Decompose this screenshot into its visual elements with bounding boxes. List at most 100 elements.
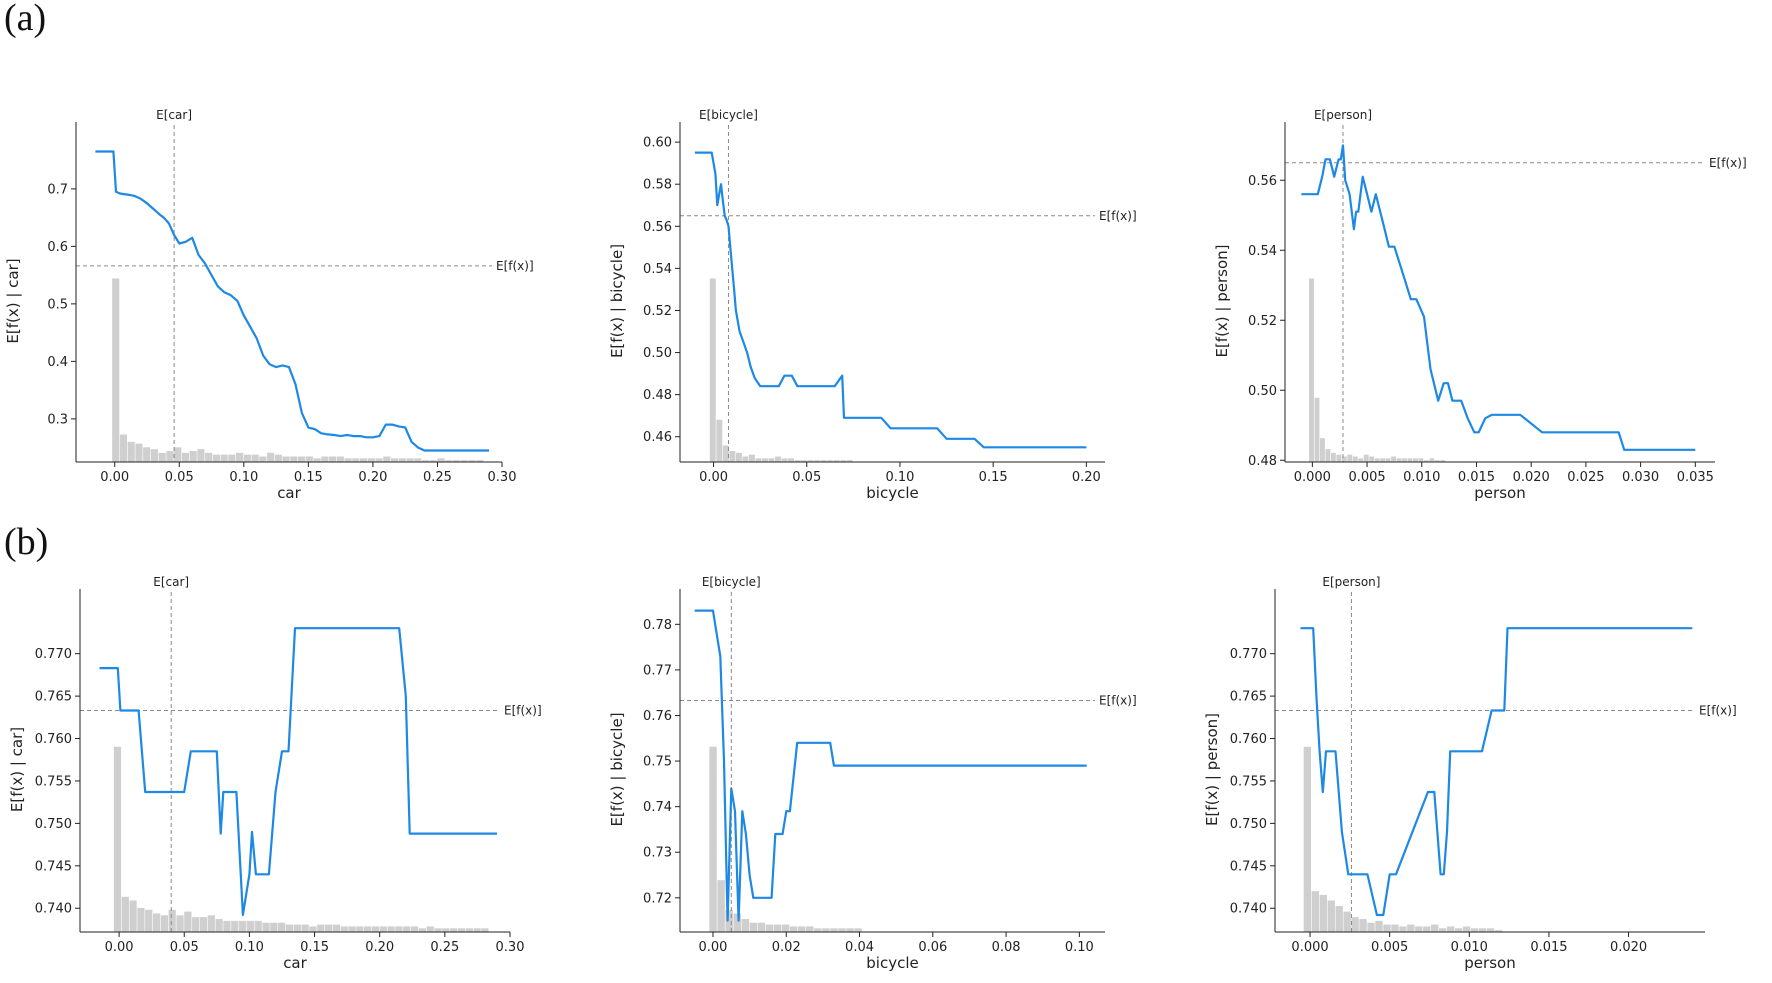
dependence-line bbox=[1300, 627, 1693, 917]
expected-feature-label: E[person] bbox=[1314, 108, 1372, 122]
histogram-bar bbox=[781, 458, 788, 462]
histogram-bar bbox=[1363, 454, 1369, 462]
histogram-bar bbox=[1327, 900, 1335, 932]
histogram-bar bbox=[1418, 458, 1424, 462]
y-tick-label: 0.77 bbox=[643, 663, 672, 678]
y-tick-label: 0.52 bbox=[1248, 314, 1277, 329]
y-axis-label: E[f(x) | bicycle] bbox=[608, 244, 626, 358]
histogram-bar bbox=[445, 460, 453, 462]
dependence-line bbox=[694, 609, 1087, 922]
x-axis-label: bicycle bbox=[866, 954, 918, 972]
histogram-bar bbox=[457, 928, 466, 932]
histogram-bar bbox=[1320, 438, 1325, 462]
histogram-bar bbox=[309, 926, 317, 932]
histogram-bar bbox=[352, 458, 360, 462]
histogram-bar bbox=[1413, 458, 1418, 462]
histogram-bar bbox=[121, 896, 129, 932]
histogram-bar bbox=[1494, 930, 1503, 932]
x-tick-label: 0.06 bbox=[918, 940, 947, 955]
expected-output-label: E[f(x)] bbox=[1099, 693, 1137, 707]
histogram-bar bbox=[1447, 926, 1455, 932]
histogram-bar bbox=[174, 447, 182, 462]
histogram-bar bbox=[379, 926, 387, 932]
x-tick-label: 0.20 bbox=[358, 470, 387, 485]
histogram-bar bbox=[137, 907, 145, 932]
histogram-bar bbox=[375, 458, 383, 462]
histogram-bar bbox=[742, 456, 749, 462]
y-tick-label: 0.750 bbox=[35, 817, 72, 832]
y-tick-label: 0.760 bbox=[1230, 732, 1267, 747]
histogram-bar bbox=[820, 460, 827, 462]
y-tick-label: 0.745 bbox=[35, 859, 72, 874]
histogram-bar bbox=[1374, 458, 1380, 462]
histogram-bar bbox=[145, 909, 153, 932]
histogram-bar bbox=[398, 458, 406, 462]
histogram-bar bbox=[387, 926, 395, 932]
histogram-bar bbox=[768, 458, 775, 462]
histogram-bar bbox=[238, 920, 247, 932]
histogram-bar bbox=[757, 922, 766, 932]
dependence-line bbox=[1301, 144, 1696, 451]
x-tick-label: 0.000 bbox=[1291, 940, 1328, 955]
x-tick-label: 0.05 bbox=[792, 470, 821, 485]
histogram-bar bbox=[722, 445, 729, 462]
histogram-bar bbox=[465, 928, 473, 932]
histogram-bar bbox=[1325, 449, 1331, 462]
y-tick-label: 0.48 bbox=[643, 388, 672, 403]
y-tick-label: 0.50 bbox=[643, 346, 672, 361]
histogram-bar bbox=[371, 926, 380, 932]
histogram-bar bbox=[1303, 746, 1312, 932]
histogram-bar bbox=[205, 452, 213, 462]
histogram-bar bbox=[421, 460, 430, 462]
y-tick-label: 0.58 bbox=[643, 178, 672, 193]
histogram-bar bbox=[364, 926, 372, 932]
histogram-bar bbox=[775, 456, 781, 462]
histogram-bar bbox=[293, 924, 301, 932]
x-tick-label: 0.020 bbox=[1610, 940, 1647, 955]
expected-feature-label: E[car] bbox=[156, 108, 192, 122]
histogram-bar bbox=[473, 928, 481, 932]
histogram-bar bbox=[418, 928, 427, 932]
y-tick-label: 0.770 bbox=[1230, 647, 1267, 662]
histogram-bar bbox=[259, 456, 267, 462]
histogram-bar bbox=[1385, 458, 1391, 462]
panel-label-b: (b) bbox=[4, 521, 49, 563]
histogram-bar bbox=[301, 924, 309, 932]
x-tick-label: 0.10 bbox=[885, 470, 914, 485]
histogram-bar bbox=[367, 458, 375, 462]
histogram-bar bbox=[158, 452, 166, 462]
x-tick-label: 0.005 bbox=[1348, 470, 1385, 485]
histogram-bar bbox=[395, 926, 403, 932]
x-tick-label: 0.00 bbox=[699, 470, 728, 485]
histogram-bar bbox=[814, 928, 822, 932]
dependence-plot-3: E[person] E[f(x)] 0.000 0.005 0.010 0.015 0.02… bbox=[1213, 108, 1747, 502]
x-tick-label: 0.15 bbox=[979, 470, 1008, 485]
histogram-bar bbox=[797, 926, 806, 932]
histogram-bar bbox=[113, 746, 122, 932]
histogram-bar bbox=[414, 458, 422, 462]
histogram-bar bbox=[729, 450, 736, 462]
histogram-bar bbox=[127, 441, 135, 462]
y-tick-label: 0.770 bbox=[35, 647, 72, 662]
histogram-bar bbox=[827, 460, 834, 462]
histogram-bar bbox=[833, 460, 840, 462]
dependence-plot-4: E[car] E[f(x)] 0.00 0.05 0.10 0.15 0.20 0.25 0.3… bbox=[8, 575, 542, 972]
y-tick-label: 0.765 bbox=[35, 690, 72, 705]
y-tick-label: 0.50 bbox=[1248, 384, 1277, 399]
histogram-bar bbox=[450, 928, 458, 932]
x-axis-label: person bbox=[1474, 484, 1525, 502]
histogram-bar bbox=[135, 443, 143, 462]
histogram-bar bbox=[788, 458, 795, 462]
histogram-bar bbox=[814, 460, 821, 462]
histogram-bar bbox=[1434, 460, 1440, 462]
histogram-bar bbox=[251, 454, 259, 462]
histogram-bar bbox=[709, 278, 716, 462]
histogram-bar bbox=[1351, 917, 1359, 932]
x-tick-label: 0.010 bbox=[1451, 940, 1488, 955]
y-axis-label: E[f(x) | person] bbox=[1213, 244, 1231, 357]
histogram-bar bbox=[1314, 397, 1320, 462]
y-tick-label: 0.6 bbox=[47, 240, 68, 255]
x-tick-label: 0.020 bbox=[1513, 470, 1550, 485]
histogram-bar bbox=[189, 450, 197, 462]
histogram-bar bbox=[129, 900, 137, 932]
